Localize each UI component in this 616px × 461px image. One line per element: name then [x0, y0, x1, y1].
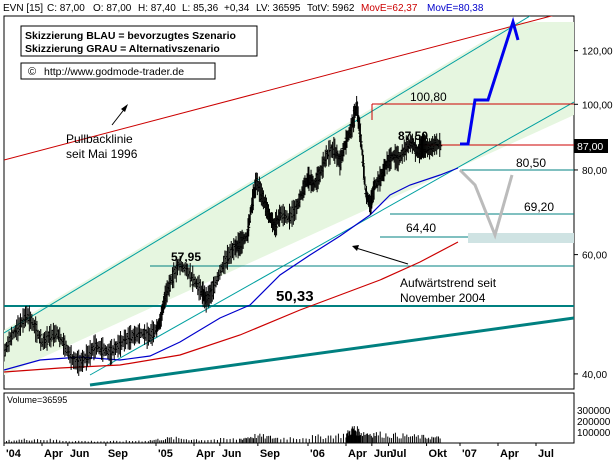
header-high: H: 87,40	[138, 3, 176, 14]
long-term-support-line	[89, 316, 574, 387]
level-label-10080: 100,80	[410, 90, 447, 104]
x-tick-label: '07	[462, 448, 477, 460]
x-tick-label: Okt	[429, 448, 448, 460]
scenario-blue-arrow	[460, 16, 520, 146]
header-lv: LV: 36595	[256, 3, 301, 14]
y-tick-label: 40,00	[582, 370, 607, 381]
scenario-grey-arrow	[458, 168, 514, 240]
x-tick-label: Jul	[538, 448, 554, 460]
header-ma-slow: MovE=62,37	[361, 3, 418, 14]
moving-average-slow	[4, 241, 459, 373]
current-price-tag	[574, 139, 608, 153]
y-tick-label: 80,00	[582, 166, 607, 177]
volume-tick-200000: 200000	[577, 417, 611, 428]
volume-bars	[3, 426, 441, 443]
pullback-line	[4, 16, 554, 161]
x-tick-label: '04	[6, 448, 22, 460]
legend-box	[20, 25, 258, 57]
x-tick-label: Jun	[374, 448, 394, 460]
x-tick-label: Jun	[222, 448, 242, 460]
x-tick-label: Sep	[108, 448, 128, 460]
uptrend-pointer	[355, 247, 409, 265]
uptrend-label-line2: November 2004	[400, 291, 486, 305]
x-tick-label: Apr	[196, 448, 216, 460]
level-label-5033: 50,33	[276, 288, 314, 305]
legend-line-blue: Skizzierung BLAU = bevorzugtes Szenario	[25, 30, 236, 42]
volume-label: Volume=36595	[7, 395, 67, 405]
volume-tick-300000: 300000	[577, 406, 611, 417]
header-change: +0,34	[224, 3, 250, 14]
y-tick-label: 100,00	[582, 100, 613, 111]
x-tick-label: Apr	[500, 448, 520, 460]
x-tick-label: '06	[310, 448, 325, 460]
header-low: L: 85,36	[182, 3, 219, 14]
x-tick-label: '05	[158, 448, 173, 460]
x-tick-label: Apr	[348, 448, 368, 460]
header-ticker: EVN [15]	[3, 3, 43, 14]
copyright-symbol: ©	[28, 66, 36, 78]
level-label-6440: 64,40	[406, 221, 436, 235]
channel-upper-line	[4, 16, 531, 334]
current-price-label: 87,00	[577, 141, 603, 153]
x-tick-label: Jul	[391, 448, 407, 460]
volume-panel-frame	[3, 392, 575, 444]
header-open: O: 87,00	[93, 3, 132, 14]
channel-lower-line	[89, 101, 574, 376]
level-label-8750: 87,50	[398, 129, 428, 143]
level-label-6920: 69,20	[524, 200, 554, 214]
y-tick-label: 120,00	[582, 47, 613, 58]
copyright-url: http://www.godmode-trader.de	[44, 66, 184, 78]
y-axis: 40,00 60,00 80,00 100,00 120,00	[574, 47, 613, 381]
x-tick-label: Jun	[70, 448, 90, 460]
pullback-label-line1: Pullbacklinie	[66, 132, 133, 146]
header-totv: TotV: 5962	[307, 3, 355, 14]
level-label-8050: 80,50	[516, 156, 546, 170]
target-zone-box	[468, 233, 574, 243]
level-label-5795: 57,95	[171, 250, 201, 264]
price-series	[4, 95, 443, 376]
uptrend-pointer-head	[352, 245, 359, 251]
trend-channel-fill	[4, 22, 574, 375]
y-tick-label: 60,00	[582, 251, 607, 262]
moving-average-fast	[4, 167, 459, 371]
volume-tick-100000: 100000	[577, 428, 611, 439]
x-tick-label: Apr	[44, 448, 64, 460]
legend-line-grey: Skizzierung GRAU = Alternativszenario	[25, 43, 220, 55]
header-ma-fast: MovE=80,38	[427, 3, 484, 14]
pullback-label-line2: seit Mai 1996	[66, 147, 138, 161]
x-tick-label: Sep	[260, 448, 280, 460]
pullback-pointer-head	[121, 104, 128, 112]
uptrend-label-line1: Aufwärtstrend seit	[400, 276, 497, 290]
copyright-box	[20, 62, 216, 80]
header-close: C: 87,00	[47, 3, 85, 14]
